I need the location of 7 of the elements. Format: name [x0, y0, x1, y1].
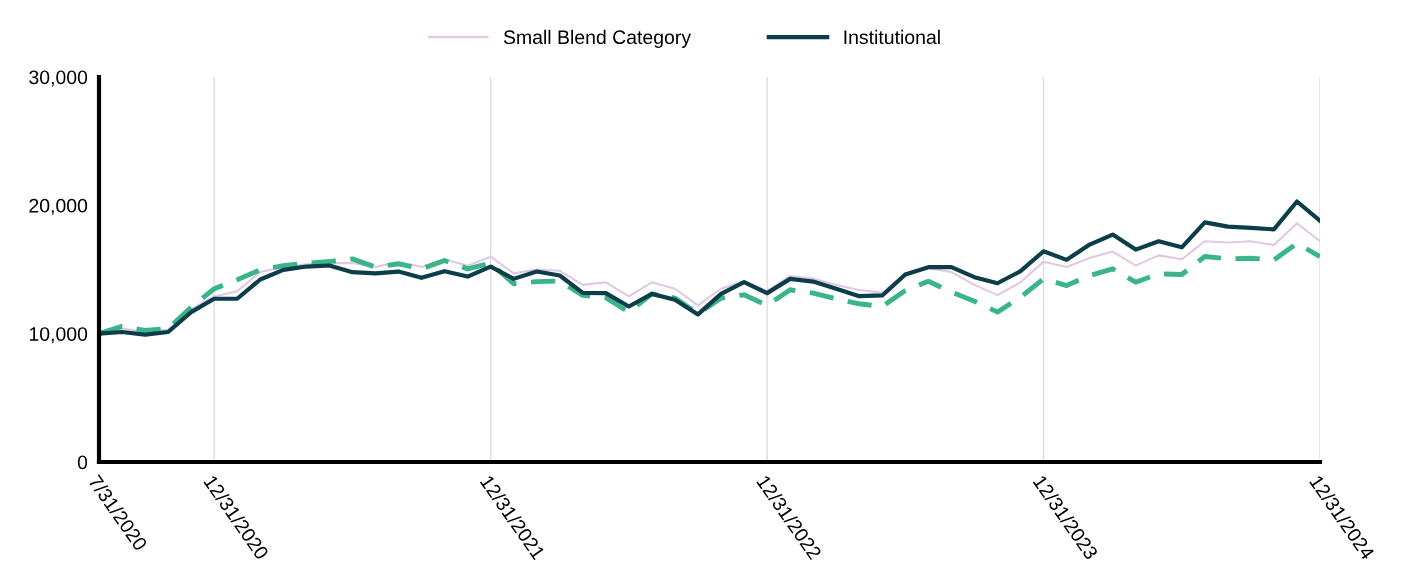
y-tick-label: 30,000 — [29, 70, 88, 87]
line-series — [99, 199, 1320, 337]
legend-label: Institutional — [844, 29, 940, 45]
y-tick-label: 10,000 — [29, 327, 88, 344]
y-tick-label: 0 — [77, 455, 88, 470]
y-tick-label: 20,000 — [29, 198, 88, 215]
legend-label: Small Blend Category — [503, 29, 692, 48]
